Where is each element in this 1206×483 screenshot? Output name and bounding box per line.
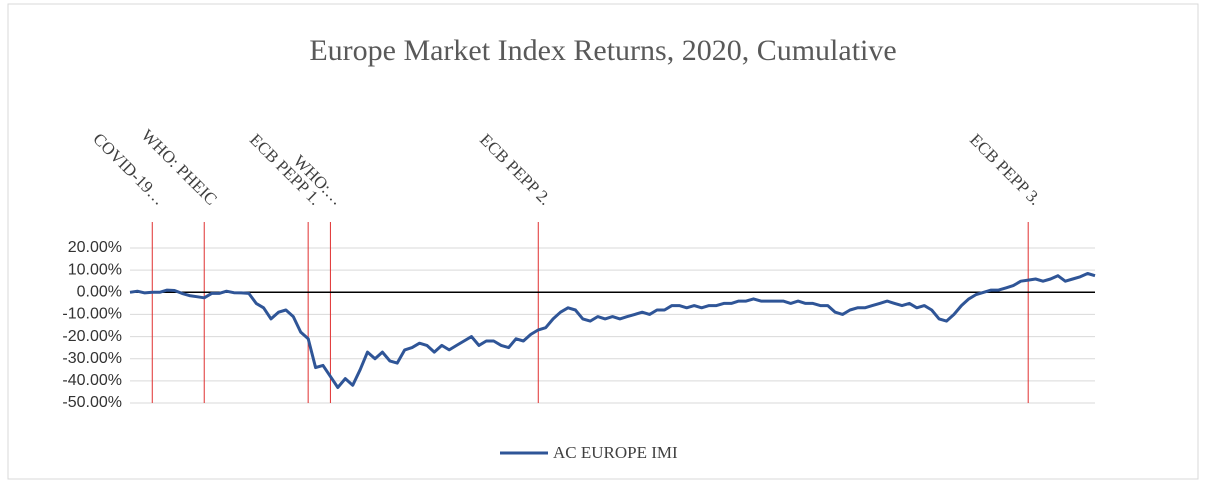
y-tick-label: 10.00% [68,261,122,278]
chart-border [7,3,1199,480]
y-tick-label: -50.00% [62,394,122,411]
y-tick-label: -20.00% [62,328,122,345]
chart-title: Europe Market Index Returns, 2020, Cumul… [309,34,896,67]
y-tick-label: -30.00% [62,350,122,367]
y-tick-label: 0.00% [77,284,122,301]
series-line [129,272,1096,389]
y-tick-label: -10.00% [62,306,122,323]
y-tick-label: -40.00% [62,372,122,389]
legend-label: AC EUROPE IMI [553,443,678,462]
y-tick-label: 20.00% [68,239,122,256]
